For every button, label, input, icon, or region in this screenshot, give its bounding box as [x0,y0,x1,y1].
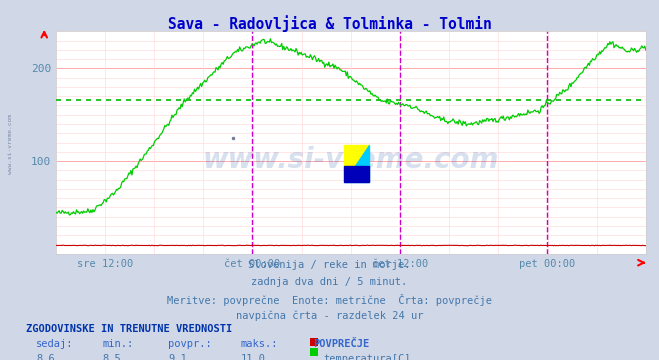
Polygon shape [344,145,368,183]
Text: POVPREČJE: POVPREČJE [313,339,369,349]
Bar [344,166,368,183]
Text: 11,0: 11,0 [241,354,266,360]
Polygon shape [344,145,368,183]
Text: www.si-vreme.com: www.si-vreme.com [8,114,13,174]
Text: sedaj:: sedaj: [36,339,74,349]
Text: Meritve: povprečne  Enote: metrične  Črta: povprečje: Meritve: povprečne Enote: metrične Črta:… [167,294,492,306]
Text: temperatura[C]: temperatura[C] [323,354,411,360]
Text: 8,5: 8,5 [102,354,121,360]
Text: 8,6: 8,6 [36,354,55,360]
Text: ZGODOVINSKE IN TRENUTNE VREDNOSTI: ZGODOVINSKE IN TRENUTNE VREDNOSTI [26,324,233,334]
Text: maks.:: maks.: [241,339,278,349]
Text: www.si-vreme.com: www.si-vreme.com [203,147,499,174]
Text: Sava - Radovljica & Tolminka - Tolmin: Sava - Radovljica & Tolminka - Tolmin [167,15,492,32]
Text: zadnja dva dni / 5 minut.: zadnja dva dni / 5 minut. [251,277,408,287]
Text: 9,1: 9,1 [168,354,186,360]
Text: min.:: min.: [102,339,133,349]
Text: navpična črta - razdelek 24 ur: navpična črta - razdelek 24 ur [236,311,423,321]
Text: Slovenija / reke in morje.: Slovenija / reke in morje. [248,260,411,270]
Text: povpr.:: povpr.: [168,339,212,349]
